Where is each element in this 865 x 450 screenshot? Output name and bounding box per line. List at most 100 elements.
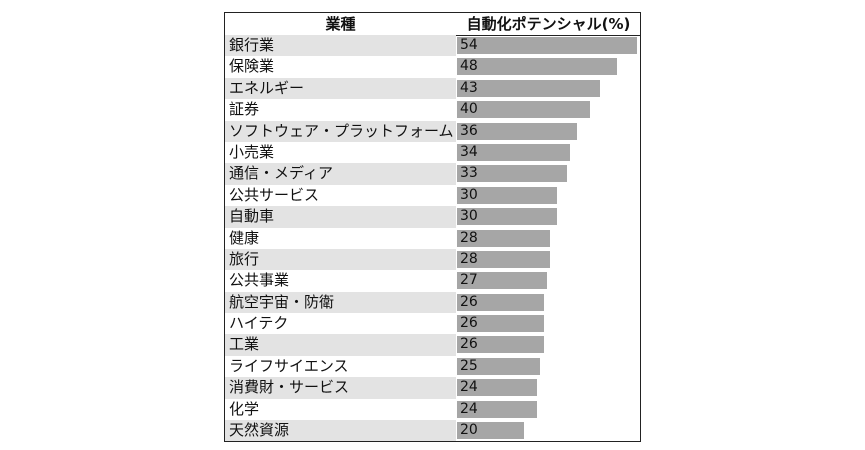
table-row: 航空宇宙・防衛 26 [225, 291, 640, 314]
category-label: 自動車 [225, 206, 456, 228]
bar [457, 208, 557, 226]
value-label: 33 [460, 165, 478, 182]
bar-cell: 26 [457, 334, 640, 355]
category-label: 銀行業 [225, 35, 456, 57]
table-row: 通信・メディア 33 [225, 163, 640, 185]
category-label: 通信・メディア [225, 163, 456, 185]
value-label: 30 [460, 208, 478, 225]
table-row: 工業 26 [225, 334, 640, 356]
bar [457, 379, 537, 397]
bar-cell: 54 [457, 35, 640, 56]
table-row: ライフサイエンス 25 [225, 356, 640, 377]
table-row: 保険業 48 [225, 56, 640, 77]
table-row: 旅行 28 [225, 248, 640, 271]
table-row: 化学 24 [225, 399, 640, 420]
category-label: 小売業 [229, 142, 275, 161]
value-label: 36 [460, 122, 478, 139]
value-label: 26 [460, 315, 478, 332]
bar-cell: 24 [457, 377, 640, 398]
chart-table: 業種 自動化ポテンシャル(%) 銀行業 54 保険業 48 エネルギー 43 証券 40 ソフト… [224, 12, 641, 442]
category-label: 公共事業 [229, 271, 290, 290]
bar [457, 101, 591, 119]
category-label: ハイテク [229, 314, 289, 333]
category-label: 天然資源 [225, 420, 456, 442]
table-row: ソフトウェア・プラットフォーム 36 [225, 120, 640, 142]
category-label: 工業 [225, 334, 456, 356]
value-label: 25 [460, 357, 478, 374]
value-label: 40 [460, 101, 478, 118]
value-label: 54 [460, 37, 478, 53]
bar-cell: 43 [457, 78, 640, 99]
category-label: 消費財・サービス [225, 377, 456, 399]
value-label: 34 [460, 143, 478, 160]
table-row: 公共サービス 30 [225, 185, 640, 206]
table-row: 消費財・サービス 24 [225, 377, 640, 399]
table-row: 証券 40 [225, 99, 640, 120]
value-label: 26 [460, 336, 478, 353]
bar-cell: 28 [457, 228, 640, 249]
category-label: 航空宇宙・防衛 [225, 291, 456, 314]
bar [457, 79, 601, 97]
table-row: 小売業 34 [225, 142, 640, 163]
table-row: 公共事業 27 [225, 270, 640, 291]
bar-cell: 24 [457, 399, 640, 420]
value-label: 20 [460, 422, 478, 439]
category-label: 保険業 [229, 57, 275, 76]
table-row: 天然資源 20 [225, 420, 640, 442]
value-label: 28 [460, 229, 478, 246]
bar-cell: 27 [457, 270, 640, 291]
bar-cell: 20 [457, 420, 640, 441]
bar-cell: 26 [457, 313, 640, 334]
category-label: 化学 [229, 399, 260, 418]
category-label: 証券 [229, 100, 260, 119]
bar [457, 400, 537, 418]
bar [457, 336, 544, 354]
bar [457, 37, 637, 54]
bar [457, 186, 557, 204]
value-label: 43 [460, 79, 478, 96]
bar [457, 143, 571, 161]
bar [457, 357, 541, 375]
value-label: 48 [460, 58, 478, 75]
bar-cell: 33 [457, 163, 640, 184]
bar-cell: 26 [457, 292, 640, 313]
bar [457, 229, 551, 247]
value-header: 自動化ポテンシャル(%) [466, 15, 631, 33]
value-label: 30 [460, 186, 478, 203]
bar-cell: 25 [457, 356, 640, 377]
bar [457, 272, 547, 290]
category-header: 業種 [325, 15, 356, 33]
bar [457, 58, 617, 76]
bar-cell: 30 [457, 185, 640, 206]
bar-cell: 34 [457, 142, 640, 163]
category-label: エネルギー [225, 77, 456, 100]
bar-cell: 28 [457, 249, 640, 270]
value-label: 27 [460, 272, 478, 289]
bar-cell: 40 [457, 99, 640, 120]
table-row: ハイテク 26 [225, 313, 640, 334]
table-row: 自動車 30 [225, 206, 640, 228]
bar [457, 165, 567, 183]
table-row: 銀行業 54 [225, 35, 640, 57]
value-label: 24 [460, 379, 478, 396]
bar [457, 422, 524, 440]
category-label: 旅行 [225, 248, 456, 271]
value-label: 26 [460, 293, 478, 310]
bar-cell: 48 [457, 56, 640, 77]
bar [457, 315, 544, 333]
bar [457, 293, 544, 311]
category-label: ライフサイエンス [229, 356, 349, 375]
value-label: 24 [460, 400, 478, 417]
category-label: ソフトウェア・プラットフォーム [225, 120, 456, 142]
table-row: エネルギー 43 [225, 77, 640, 100]
table-header: 業種 自動化ポテンシャル(%) [225, 13, 640, 36]
value-label: 28 [460, 250, 478, 267]
category-label: 公共サービス [229, 185, 320, 204]
bar [457, 250, 551, 268]
bar-cell: 30 [457, 206, 640, 227]
table-body: 銀行業 54 保険業 48 エネルギー 43 証券 40 ソフトウェア・プラットフォーム 36 小売… [225, 35, 640, 442]
category-label: 健康 [229, 228, 260, 247]
bar-cell: 36 [457, 121, 640, 142]
table-row: 健康 28 [225, 228, 640, 249]
bar [457, 122, 577, 140]
